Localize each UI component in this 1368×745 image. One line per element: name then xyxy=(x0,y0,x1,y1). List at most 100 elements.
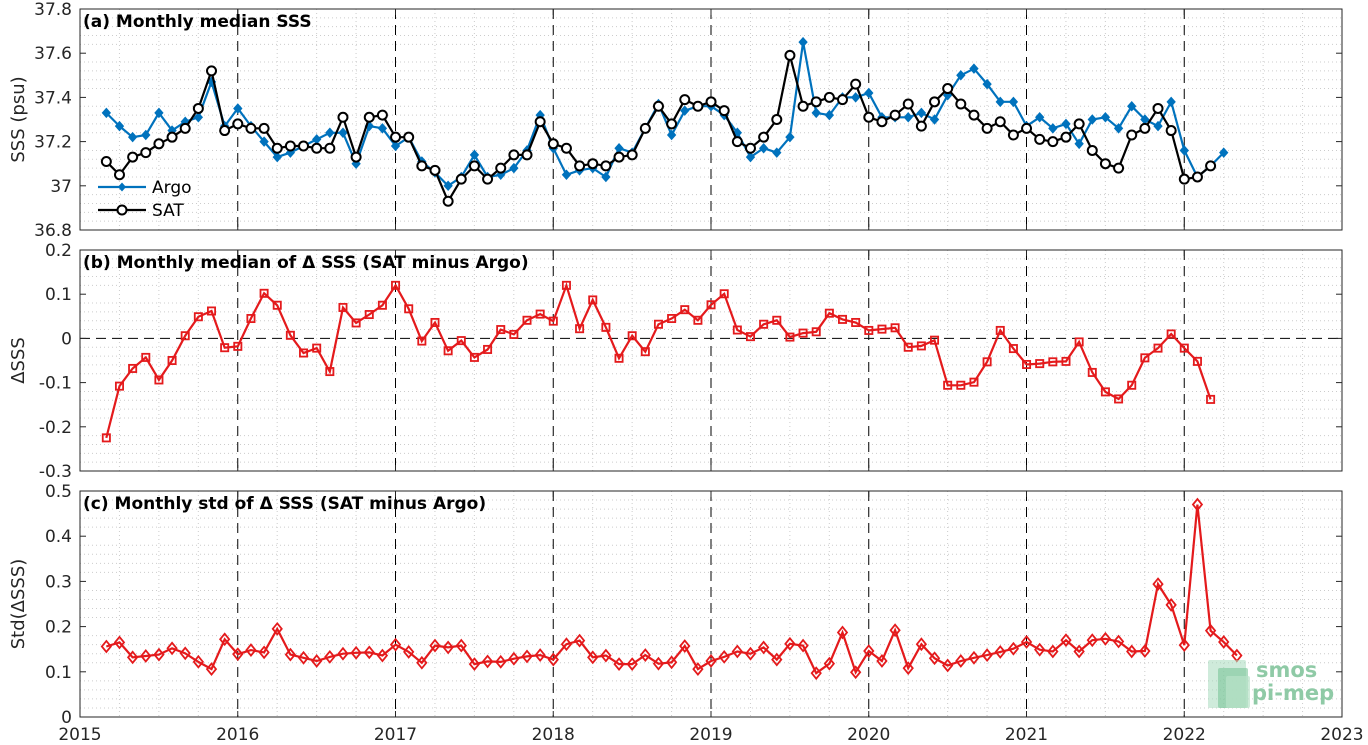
data-point xyxy=(1191,497,1204,512)
data-point xyxy=(1086,633,1098,648)
data-point xyxy=(469,149,480,161)
data-point xyxy=(299,348,309,358)
data-point xyxy=(1204,623,1217,638)
data-point xyxy=(666,118,678,130)
data-point xyxy=(1178,638,1190,653)
data-point xyxy=(968,650,980,665)
data-point xyxy=(350,151,362,163)
data-point xyxy=(785,332,795,342)
data-point xyxy=(1048,123,1058,134)
data-point xyxy=(1035,112,1045,123)
data-point xyxy=(127,131,138,143)
data-point xyxy=(693,315,703,325)
data-point xyxy=(1048,357,1058,367)
data-point xyxy=(719,289,729,299)
data-point xyxy=(232,647,244,662)
y-tick-label: 0.2 xyxy=(45,618,72,638)
data-point xyxy=(680,105,690,116)
data-point xyxy=(114,120,125,132)
smos-pimep-logo: smos pi-mep xyxy=(1208,658,1334,708)
data-point xyxy=(600,160,612,172)
data-point xyxy=(430,317,440,327)
data-point xyxy=(390,131,402,143)
y-axis-label: SSS (psu) xyxy=(8,76,29,162)
data-point xyxy=(849,665,862,680)
data-point xyxy=(613,151,625,163)
y-tick-label: 0 xyxy=(61,329,72,349)
data-point xyxy=(745,332,755,342)
data-point xyxy=(981,648,993,662)
data-point xyxy=(613,657,625,672)
data-point xyxy=(943,380,953,390)
y-tick-label: 37.2 xyxy=(34,133,72,153)
data-point xyxy=(705,654,717,668)
logo-line-2: pi-mep xyxy=(1252,681,1334,705)
data-point xyxy=(141,129,151,141)
y-tick-label: 0.5 xyxy=(45,482,72,502)
data-point xyxy=(798,36,808,48)
data-point xyxy=(876,116,888,128)
data-point xyxy=(588,295,598,305)
data-point xyxy=(982,357,992,367)
data-point xyxy=(442,640,454,655)
data-point xyxy=(1008,344,1018,354)
data-point xyxy=(1192,356,1202,366)
data-point xyxy=(916,341,926,351)
x-tick-label: 2020 xyxy=(847,725,890,745)
data-point xyxy=(1112,634,1125,649)
y-tick-label: 37.4 xyxy=(34,88,72,108)
data-point xyxy=(429,164,441,176)
data-point xyxy=(889,109,901,121)
data-point xyxy=(468,160,480,172)
data-point xyxy=(823,91,835,103)
data-point xyxy=(838,314,848,324)
data-point xyxy=(180,331,190,341)
data-point xyxy=(561,280,571,290)
data-point xyxy=(521,149,533,161)
data-point xyxy=(797,638,809,653)
data-point xyxy=(495,654,507,669)
data-point xyxy=(915,120,927,132)
data-point xyxy=(245,643,257,658)
data-point xyxy=(390,140,401,152)
data-point xyxy=(731,644,744,659)
data-point xyxy=(207,306,217,316)
data-point xyxy=(496,325,506,335)
data-point xyxy=(1126,644,1138,659)
data-point xyxy=(508,651,520,666)
y-tick-label: 0.4 xyxy=(45,527,72,547)
x-tick-label: 2015 xyxy=(58,725,101,745)
panel-3: 0 0.1 0.2 0.3 0.4 0.5 Std(ΔSSS) (c) Monthly std… xyxy=(8,482,1343,728)
data-point xyxy=(312,134,322,145)
x-tick-label: 2018 xyxy=(532,725,575,745)
data-point xyxy=(245,122,257,134)
data-point xyxy=(312,343,322,353)
y-tick-label: 37.6 xyxy=(34,44,72,64)
data-point xyxy=(233,341,243,351)
data-point xyxy=(298,140,310,152)
data-point xyxy=(483,344,493,354)
data-point xyxy=(772,147,782,158)
data-point xyxy=(403,644,415,659)
data-point xyxy=(429,638,441,653)
data-point xyxy=(982,78,992,90)
data-point xyxy=(1179,145,1189,156)
legend-label: Argo xyxy=(152,178,192,198)
data-point xyxy=(916,107,927,119)
y-tick-label: 37.8 xyxy=(34,0,72,20)
data-point xyxy=(955,98,967,110)
data-point xyxy=(851,317,861,327)
data-point xyxy=(206,65,218,77)
data-point xyxy=(456,336,466,346)
data-point xyxy=(284,647,297,662)
y-tick-label: 0 xyxy=(61,708,72,728)
data-point xyxy=(1034,642,1046,657)
data-point xyxy=(640,347,650,357)
x-tick-label: 2021 xyxy=(1005,725,1048,745)
data-point xyxy=(1099,631,1112,646)
data-point xyxy=(864,325,874,335)
y-axis-label: ΔSSS xyxy=(8,337,29,384)
data-point xyxy=(653,319,663,329)
data-point xyxy=(797,100,809,112)
data-point xyxy=(994,644,1006,659)
